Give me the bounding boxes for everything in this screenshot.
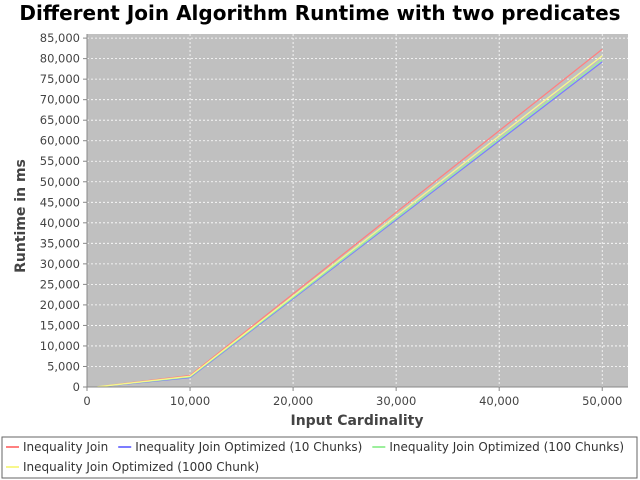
chart-title: Different Join Algorithm Runtime with tw…: [19, 1, 620, 25]
y-tick-label: 50,000: [40, 175, 80, 189]
legend-items: Inequality Join Inequality Join Optimized…: [6, 440, 624, 474]
legend-label: Inequality Join: [23, 440, 108, 454]
y-tick-label: 0: [73, 380, 80, 394]
x-tick-label: 50,000: [582, 394, 622, 408]
legend-label: Inequality Join Optimized (100 Chunks): [389, 440, 624, 454]
y-axis-label: Runtime in ms: [13, 159, 29, 273]
y-tick-label: 85,000: [40, 31, 80, 45]
x-tick-label: 0: [83, 394, 90, 408]
axes: [86, 34, 628, 388]
y-tick-label: 65,000: [40, 113, 80, 127]
grid-lines: [87, 34, 628, 387]
y-tick-label: 25,000: [40, 277, 80, 291]
y-tick-label: 5,000: [47, 359, 80, 373]
x-axis-ticks: 0 10,000 20,000 30,000 40,000 50,000: [83, 387, 622, 408]
x-axis-label: Input Cardinality: [290, 413, 423, 429]
series-line-4: [97, 55, 603, 388]
y-tick-label: 35,000: [40, 236, 80, 250]
x-tick-label: 30,000: [376, 394, 416, 408]
y-tick-label: 55,000: [40, 154, 80, 168]
x-tick-label: 40,000: [479, 394, 519, 408]
x-tick-label: 20,000: [273, 394, 313, 408]
y-tick-label: 70,000: [40, 93, 80, 107]
y-tick-label: 30,000: [40, 257, 80, 271]
y-tick-label: 15,000: [40, 318, 80, 332]
x-tick-label: 10,000: [170, 394, 210, 408]
plot-area: [87, 34, 628, 387]
y-tick-label: 80,000: [40, 52, 80, 66]
legend-label: Inequality Join Optimized (10 Chunks): [135, 440, 362, 454]
y-tick-label: 60,000: [40, 134, 80, 148]
y-axis-ticks: 0 5,000 10,000 15,000 20,000 25,000 30,000 35,0…: [40, 31, 87, 394]
series-lines: [97, 48, 603, 388]
y-tick-label: 40,000: [40, 216, 80, 230]
legend: [1, 436, 638, 479]
y-tick-label: 45,000: [40, 195, 80, 209]
legend-label: Inequality Join Optimized (1000 Chunk): [23, 460, 259, 474]
y-tick-label: 75,000: [40, 72, 80, 86]
y-tick-label: 10,000: [40, 339, 80, 353]
y-tick-label: 20,000: [40, 298, 80, 312]
